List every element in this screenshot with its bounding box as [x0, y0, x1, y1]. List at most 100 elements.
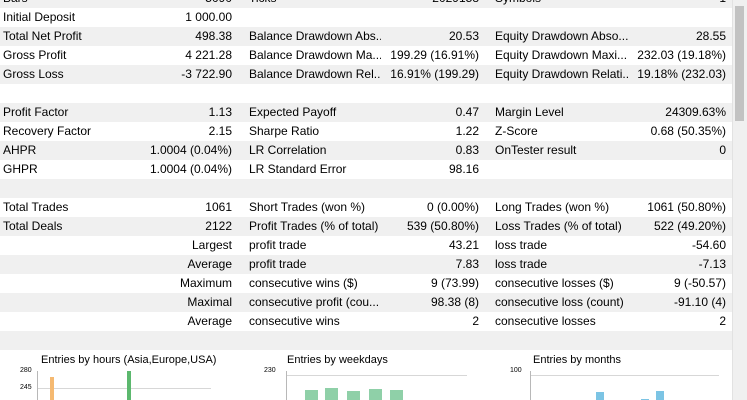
value-1 [110, 255, 232, 274]
label-2: consecutive profit (cou... [249, 293, 381, 312]
table-row [0, 179, 733, 198]
bar-month [596, 392, 604, 400]
value-1: 1.0004 (0.04%) [110, 160, 232, 179]
value-3: -54.60 [612, 236, 726, 255]
chart-title-months: Entries by months [533, 354, 621, 366]
table-row: Profit Factor 1.13 Expected Payoff 0.47 Marg… [0, 103, 733, 122]
label-2: LR Standard Error [249, 160, 381, 179]
table-row: Maximal consecutive profit (cou... 98.38 (… [0, 293, 733, 312]
chart-entries-by-months: Entries by months 100 [493, 347, 733, 400]
label-2: Balance Drawdown Rel... [249, 65, 381, 84]
value-1 [110, 312, 232, 331]
plot-area-months [530, 371, 719, 400]
label-3: Loss Trades (% of total) [495, 217, 630, 236]
bar-weekday [347, 391, 360, 400]
bar-weekday [369, 389, 382, 400]
label-2: Ticks [249, 0, 381, 8]
tick-label-230: 230 [264, 367, 276, 374]
value-3: 1 [612, 0, 726, 8]
label-3: loss trade [495, 255, 630, 274]
bar-hour-europe [127, 371, 131, 400]
value-1: -3 722.90 [110, 65, 232, 84]
value-2: 199.29 (16.91%) [380, 46, 479, 65]
label-2: Balance Drawdown Ma... [249, 46, 381, 65]
table-row: Total Deals 2122 Profit Trades (% of total… [0, 217, 733, 236]
label-2 [249, 8, 381, 27]
table-row: Average profit trade 7.83 loss trade -7.13 [0, 255, 733, 274]
table-row: Gross Loss -3 722.90 Balance Drawdown Rel.… [0, 65, 733, 84]
chart-title-weekdays: Entries by weekdays [287, 354, 388, 366]
value-1: 1.13 [110, 103, 232, 122]
label-3: Margin Level [495, 103, 630, 122]
label-3 [495, 8, 630, 27]
label-3 [495, 84, 630, 103]
value-1 [110, 236, 232, 255]
value-1 [110, 179, 232, 198]
label-2: consecutive wins [249, 312, 381, 331]
value-2: 2029158 [380, 0, 479, 8]
value-3: 232.03 (19.18%) [612, 46, 726, 65]
value-3 [612, 179, 726, 198]
label-3: Equity Drawdown Maxi... [495, 46, 630, 65]
value-1: 1 000.00 [110, 8, 232, 27]
value-3 [612, 160, 726, 179]
value-1: 5090 [110, 0, 232, 8]
value-2 [380, 8, 479, 27]
label-2: profit trade [249, 255, 381, 274]
value-2: 43.21 [380, 236, 479, 255]
label-3: Symbols [495, 0, 630, 8]
label-3: consecutive losses [495, 312, 630, 331]
label-2: consecutive wins ($) [249, 274, 381, 293]
value-1: 1061 [110, 198, 232, 217]
label-2: LR Correlation [249, 141, 381, 160]
table-row: Total Net Profit 498.38 Balance Drawdown A… [0, 27, 733, 46]
chart-entries-by-weekdays: Entries by weekdays 230 [247, 347, 487, 400]
label-2: Expected Payoff [249, 103, 381, 122]
value-3 [612, 8, 726, 27]
table-row: Total Trades 1061 Short Trades (won %) 0 (0… [0, 198, 733, 217]
label-3: Z-Score [495, 122, 630, 141]
value-3: 2 [612, 312, 726, 331]
value-2: 1.22 [380, 122, 479, 141]
value-3: 28.55 [612, 27, 726, 46]
value-3: 0 [612, 141, 726, 160]
table-row: Average consecutive wins 2 consecutive loss… [0, 312, 733, 331]
value-2: 20.53 [380, 27, 479, 46]
chart-entries-by-hours: Entries by hours (Asia,Europe,USA) 280 2… [0, 347, 240, 400]
label-3: Long Trades (won %) [495, 198, 630, 217]
label-2 [249, 84, 381, 103]
value-1: 498.38 [110, 27, 232, 46]
value-3: 1061 (50.80%) [612, 198, 726, 217]
table-row: Largest profit trade 43.21 loss trade -54.60 [0, 236, 733, 255]
value-3 [612, 84, 726, 103]
value-2: 98.38 (8) [380, 293, 479, 312]
label-2: Profit Trades (% of total) [249, 217, 381, 236]
label-3: OnTester result [495, 141, 630, 160]
scrollbar-thumb[interactable] [735, 6, 744, 121]
label-3: consecutive losses ($) [495, 274, 630, 293]
tick-label-280: 280 [20, 367, 32, 374]
bar-weekday [305, 390, 318, 400]
tick-label-245: 245 [20, 384, 32, 391]
value-2: 0.83 [380, 141, 479, 160]
table-row: Maximum consecutive wins ($) 9 (73.99) cons… [0, 274, 733, 293]
table-row: Gross Profit 4 221.28 Balance Drawdown Ma.… [0, 46, 733, 65]
value-3: 0.68 (50.35%) [612, 122, 726, 141]
table-row: GHPR 1.0004 (0.04%) LR Standard Error 98.16 [0, 160, 733, 179]
value-3: -91.10 (4) [612, 293, 726, 312]
value-1 [110, 84, 232, 103]
value-2: 0.47 [380, 103, 479, 122]
bar-month [656, 391, 664, 400]
value-2: 9 (73.99) [380, 274, 479, 293]
vertical-scrollbar[interactable] [732, 0, 747, 400]
table-row [0, 84, 733, 103]
value-3: 9 (-50.57) [612, 274, 726, 293]
value-2: 7.83 [380, 255, 479, 274]
value-2: 16.91% (199.29) [380, 65, 479, 84]
label-3: consecutive loss (count) [495, 293, 630, 312]
value-2: 2 [380, 312, 479, 331]
label-2: Sharpe Ratio [249, 122, 381, 141]
value-2: 539 (50.80%) [380, 217, 479, 236]
bar-hour-asia [50, 377, 54, 400]
value-1: 1.0004 (0.04%) [110, 141, 232, 160]
